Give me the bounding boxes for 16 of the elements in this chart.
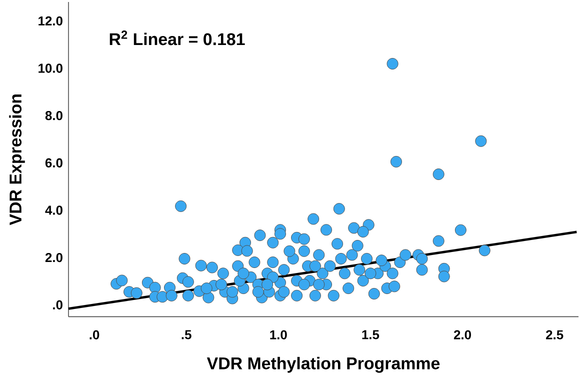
x-tick-label: 2.5	[546, 330, 564, 340]
y-tick-label: 6.0	[45, 158, 62, 168]
y-tick-label: 10.0	[38, 64, 62, 73]
y-tick-label: .0	[53, 300, 62, 310]
x-tick-label: 2.0	[454, 330, 471, 340]
x-tick-label: .5	[182, 330, 192, 340]
y-tick-label: 4.0	[45, 206, 62, 215]
x-tick-label: .0	[90, 330, 100, 340]
x-axis-title: VDR Methylation Programme	[206, 356, 440, 373]
y-tick-label: 2.0	[45, 252, 62, 262]
y-tick-label: 8.0	[45, 110, 62, 120]
x-tick-label: 1.0	[270, 330, 287, 340]
annotation: R$^{2}$ Linear = 0.181	[110, 30, 245, 46]
y-tick-label: 12.0	[38, 16, 62, 26]
x-tick-label: 1.5	[362, 330, 380, 340]
y-axis-title: VDR Expression	[9, 94, 25, 226]
